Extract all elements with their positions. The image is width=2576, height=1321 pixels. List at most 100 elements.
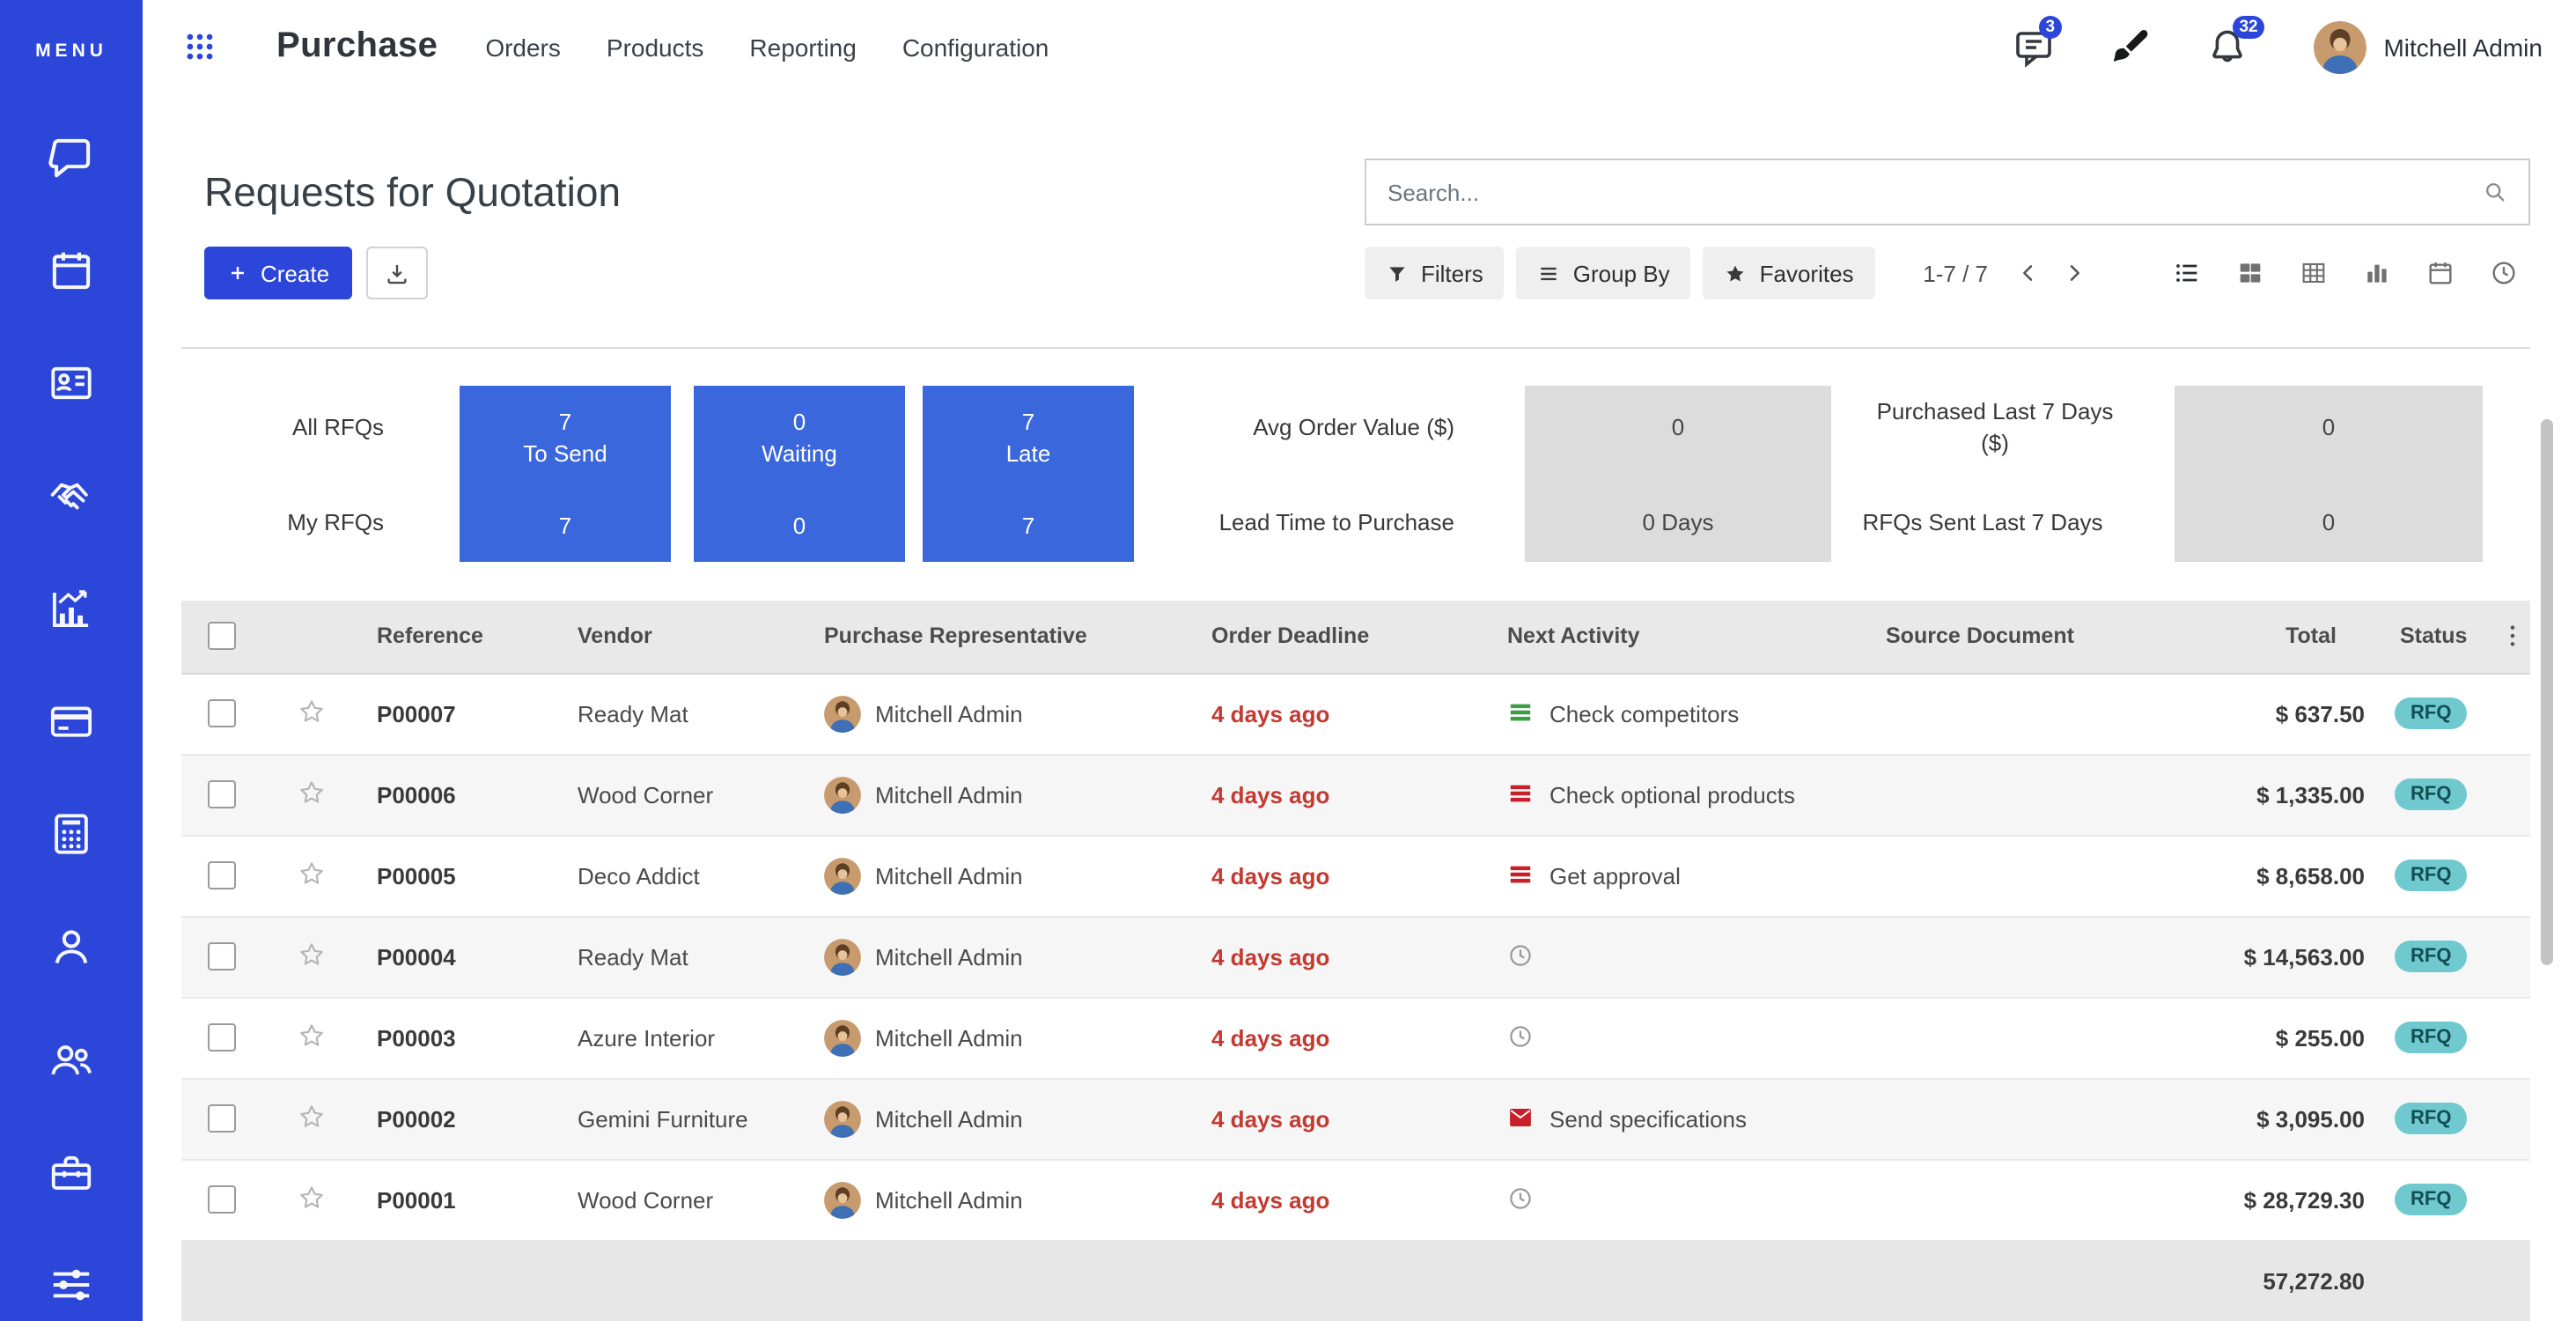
sidebar-item-user[interactable] — [48, 923, 95, 970]
sidebar-item-sliders[interactable] — [48, 1261, 95, 1309]
row-checkbox[interactable] — [208, 861, 236, 890]
favorite-star-icon[interactable] — [298, 1183, 326, 1211]
table-row[interactable]: P00003 Azure Interior Mitchell Admin 4 d… — [181, 997, 2530, 1079]
next-activity-cell[interactable]: Check competitors — [1477, 673, 1856, 755]
brush-button[interactable] — [2109, 26, 2151, 68]
optional-columns-toggle[interactable] — [2499, 622, 2527, 655]
table-row[interactable]: P00002 Gemini Furniture Mitchell Admin 4… — [181, 1078, 2530, 1160]
pager-next-button[interactable] — [2051, 250, 2097, 296]
topbar-menu-item[interactable]: Configuration — [902, 33, 1049, 61]
waiting-card[interactable]: 0 Waiting 0 — [694, 386, 905, 562]
view-calendar-button[interactable] — [2414, 248, 2467, 298]
export-button[interactable] — [366, 247, 429, 299]
rfqs-sent-value: 0 — [2322, 509, 2336, 535]
select-all-checkbox[interactable] — [208, 622, 236, 651]
topbar-menu-item[interactable]: Reporting — [749, 33, 857, 61]
source-document — [1856, 754, 2173, 836]
column-header-purchase-representative[interactable]: Purchase Representative — [794, 601, 1181, 674]
sidebar-item-users[interactable] — [48, 1036, 95, 1083]
messages-button[interactable]: 3 — [2012, 15, 2063, 68]
pager-previous-button[interactable] — [2006, 250, 2051, 296]
rfq-reference[interactable]: P00005 — [347, 835, 548, 917]
view-graph-button[interactable] — [2351, 248, 2403, 298]
activity-type-icon[interactable] — [1507, 942, 1534, 969]
filters-button[interactable]: Filters — [1365, 247, 1505, 299]
favorite-star-icon[interactable] — [298, 1102, 326, 1130]
late-card[interactable]: 7 Late 7 — [923, 386, 1134, 562]
notifications-button[interactable]: 32 — [2205, 15, 2265, 68]
sidebar-item-contacts[interactable] — [48, 359, 95, 407]
sidebar-item-toolbox[interactable] — [48, 1148, 95, 1196]
sidebar-item-handshake[interactable] — [48, 472, 95, 520]
next-activity-cell[interactable]: Get approval — [1477, 835, 1856, 917]
activity-type-icon[interactable] — [1507, 699, 1534, 726]
row-checkbox[interactable] — [208, 1185, 236, 1214]
next-activity-cell[interactable] — [1477, 997, 1856, 1079]
next-activity-cell[interactable] — [1477, 916, 1856, 998]
view-calendar-icon — [2426, 259, 2455, 287]
row-checkbox[interactable] — [208, 1023, 236, 1052]
create-button[interactable]: Create — [204, 247, 353, 299]
next-activity-cell[interactable]: Send specifications — [1477, 1078, 1856, 1160]
favorite-star-icon[interactable] — [298, 1021, 326, 1049]
favorite-star-icon[interactable] — [298, 859, 326, 887]
column-header-source-document[interactable]: Source Document — [1856, 601, 2173, 674]
my-rfqs-label[interactable]: My RFQs — [287, 509, 384, 535]
all-rfqs-label[interactable]: All RFQs — [292, 414, 384, 440]
activity-type-icon[interactable] — [1507, 780, 1534, 807]
column-header-total[interactable]: Total — [2173, 601, 2365, 674]
column-header-order-deadline[interactable]: Order Deadline — [1181, 601, 1477, 674]
column-header-vendor[interactable]: Vendor — [548, 601, 794, 674]
rfq-reference[interactable]: P00003 — [347, 997, 548, 1079]
sidebar-item-calculator[interactable] — [48, 810, 95, 858]
rfq-reference[interactable]: P00004 — [347, 916, 548, 998]
row-checkbox[interactable] — [208, 780, 236, 809]
rep-avatar — [824, 857, 861, 894]
view-pivot-button[interactable] — [2287, 248, 2340, 298]
topbar-menu-item[interactable]: Orders — [485, 33, 561, 61]
table-row[interactable]: P00004 Ready Mat Mitchell Admin 4 days a… — [181, 916, 2530, 998]
rfq-reference[interactable]: P00001 — [347, 1159, 548, 1241]
activity-type-icon[interactable] — [1507, 1023, 1534, 1050]
rfq-reference[interactable]: P00006 — [347, 754, 548, 836]
column-header-status[interactable]: Status — [2365, 601, 2530, 674]
table-row[interactable]: P00005 Deco Addict Mitchell Admin 4 days… — [181, 835, 2530, 917]
view-activity-button[interactable] — [2477, 248, 2530, 298]
user-menu[interactable]: Mitchell Admin — [2313, 20, 2543, 73]
activity-label: Check optional products — [1549, 782, 1795, 808]
sidebar-item-calendar[interactable] — [48, 247, 95, 294]
view-kanban-button[interactable] — [2224, 248, 2277, 298]
column-header-next-activity[interactable]: Next Activity — [1477, 601, 1856, 674]
apps-grid-button[interactable] — [183, 30, 217, 63]
row-checkbox[interactable] — [208, 1104, 236, 1133]
app-area: Purchase Orders Products Reporting Configur… — [143, 0, 2576, 1321]
favorite-star-icon[interactable] — [298, 697, 326, 725]
favorite-star-icon[interactable] — [298, 778, 326, 806]
vertical-scrollbar[interactable] — [2541, 419, 2553, 965]
row-checkbox[interactable] — [208, 942, 236, 971]
group-by-button[interactable]: Group By — [1516, 247, 1691, 299]
view-list-button[interactable] — [2160, 248, 2213, 298]
to-send-card[interactable]: 7 To Send 7 — [460, 386, 671, 562]
sidebar-item-chart[interactable] — [48, 585, 95, 632]
menu-label: MENU — [35, 41, 107, 62]
favorites-button[interactable]: Favorites — [1703, 247, 1875, 299]
activity-type-icon[interactable] — [1507, 861, 1534, 888]
activity-type-icon[interactable] — [1507, 1104, 1534, 1131]
lead-time-value: 0 Days — [1642, 509, 1714, 535]
table-row[interactable]: P00007 Ready Mat Mitchell Admin 4 days a… — [181, 673, 2530, 755]
next-activity-cell[interactable]: Check optional products — [1477, 754, 1856, 836]
table-row[interactable]: P00006 Wood Corner Mitchell Admin 4 days… — [181, 754, 2530, 836]
sidebar-item-chat[interactable] — [48, 134, 95, 181]
row-checkbox[interactable] — [208, 699, 236, 728]
next-activity-cell[interactable] — [1477, 1159, 1856, 1241]
sidebar-item-card[interactable] — [48, 697, 95, 745]
rfq-reference[interactable]: P00002 — [347, 1078, 548, 1160]
search-input[interactable] — [1384, 177, 2483, 207]
table-row[interactable]: P00001 Wood Corner Mitchell Admin 4 days… — [181, 1159, 2530, 1241]
favorite-star-icon[interactable] — [298, 940, 326, 968]
column-header-reference[interactable]: Reference — [347, 601, 548, 674]
rfq-reference[interactable]: P00007 — [347, 673, 548, 755]
activity-type-icon[interactable] — [1507, 1185, 1534, 1212]
topbar-menu-item[interactable]: Products — [606, 33, 704, 61]
